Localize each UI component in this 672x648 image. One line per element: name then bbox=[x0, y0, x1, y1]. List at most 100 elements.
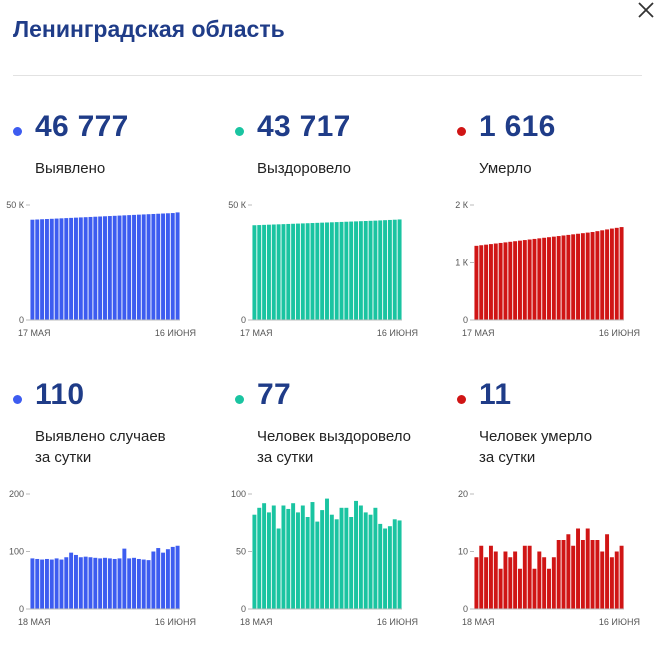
bar bbox=[98, 558, 103, 609]
chart-detected: 0 50 К 17 МАЯ 16 ИЮНЯ bbox=[0, 195, 210, 345]
bar bbox=[576, 233, 580, 320]
bar bbox=[175, 545, 180, 609]
bar bbox=[556, 236, 561, 320]
bar bbox=[262, 503, 267, 609]
x-tick-label-start: 17 МАЯ bbox=[18, 328, 51, 338]
bar bbox=[262, 224, 267, 320]
chart-svg: 0 50 К 17 МАЯ 16 ИЮНЯ bbox=[228, 200, 418, 338]
bar bbox=[44, 558, 49, 609]
bar bbox=[498, 242, 503, 320]
bar bbox=[112, 558, 117, 609]
x-tick-label-start: 18 МАЯ bbox=[240, 617, 273, 627]
x-tick-label-end: 16 ИЮНЯ bbox=[377, 328, 418, 338]
close-icon[interactable] bbox=[636, 0, 656, 20]
bar bbox=[165, 549, 170, 609]
bar bbox=[378, 523, 383, 609]
bar bbox=[561, 235, 566, 320]
bar bbox=[30, 558, 35, 609]
bar bbox=[83, 556, 88, 609]
series-dot bbox=[235, 395, 244, 404]
bar bbox=[493, 243, 498, 320]
bar bbox=[271, 505, 276, 609]
bar bbox=[112, 215, 117, 320]
stat-value: 11 bbox=[479, 378, 512, 411]
stat-label-line: Выздоровело bbox=[257, 160, 352, 177]
chart-recovered-daily: 0 50 100 18 МАЯ 16 ИЮНЯ bbox=[222, 484, 432, 634]
bar bbox=[556, 540, 561, 609]
y-tick-label: 20 bbox=[458, 489, 468, 499]
bar bbox=[329, 514, 334, 609]
bar bbox=[122, 215, 127, 320]
y-tick-label: 200 bbox=[9, 489, 24, 499]
bar bbox=[614, 551, 619, 609]
bar bbox=[257, 507, 262, 609]
stat-panel-died-daily: 11 Человек умерло за сутки bbox=[457, 378, 667, 466]
stat-value: 110 bbox=[35, 378, 85, 411]
bar bbox=[257, 225, 262, 320]
bar bbox=[286, 508, 291, 609]
x-tick-label-end: 16 ИЮНЯ bbox=[599, 328, 640, 338]
y-tick-label: 2 К bbox=[455, 200, 469, 210]
y-tick-label: 0 bbox=[463, 315, 468, 325]
stat-label-line: Умерло bbox=[479, 160, 532, 177]
bar bbox=[161, 552, 166, 609]
bar bbox=[98, 216, 103, 320]
bar bbox=[503, 551, 508, 609]
bar bbox=[69, 552, 74, 609]
bar bbox=[30, 219, 35, 320]
bar bbox=[291, 223, 296, 320]
bar bbox=[605, 229, 610, 320]
bar bbox=[508, 557, 513, 609]
bar bbox=[595, 540, 600, 609]
chart-svg: 0 10 20 18 МАЯ 16 ИЮНЯ bbox=[458, 489, 640, 627]
bar bbox=[276, 528, 281, 609]
bar bbox=[74, 554, 78, 609]
bar bbox=[513, 241, 518, 320]
bar bbox=[320, 222, 325, 320]
bar bbox=[387, 219, 392, 320]
bar bbox=[151, 213, 156, 320]
bar bbox=[518, 240, 522, 320]
bar bbox=[513, 551, 518, 609]
y-tick-label: 0 bbox=[241, 315, 246, 325]
stat-label: Выявлено случаев за сутки bbox=[35, 426, 166, 468]
y-tick-label: 0 bbox=[19, 315, 24, 325]
bar bbox=[585, 528, 590, 609]
bar bbox=[93, 216, 98, 320]
bar bbox=[609, 228, 614, 320]
bar bbox=[488, 244, 493, 320]
bar bbox=[383, 220, 388, 320]
bar bbox=[349, 221, 354, 320]
series-dot bbox=[13, 395, 22, 404]
bar bbox=[551, 557, 556, 609]
bar bbox=[532, 238, 537, 320]
bar bbox=[93, 557, 98, 609]
bar bbox=[571, 545, 576, 609]
bar bbox=[156, 213, 161, 320]
bar bbox=[266, 512, 271, 609]
stat-label-line: Человек умерло bbox=[479, 428, 593, 445]
bar bbox=[281, 505, 286, 609]
bar bbox=[518, 568, 522, 609]
series-dot bbox=[235, 127, 244, 136]
stat-value: 1 616 bbox=[479, 110, 556, 143]
bar bbox=[354, 221, 358, 320]
bar bbox=[252, 225, 257, 320]
bar bbox=[300, 505, 305, 609]
bar bbox=[103, 216, 107, 320]
bar bbox=[334, 222, 339, 320]
bar bbox=[392, 219, 397, 320]
bar bbox=[561, 540, 566, 609]
bar bbox=[547, 568, 551, 609]
y-tick-label: 0 bbox=[463, 604, 468, 614]
bar bbox=[344, 221, 349, 320]
bar bbox=[141, 214, 146, 320]
x-tick-label-start: 17 МАЯ bbox=[462, 328, 495, 338]
bar bbox=[542, 237, 547, 320]
page-title: Ленинградская область bbox=[13, 16, 285, 42]
stat-label-line: Выявлено случаев bbox=[35, 428, 166, 445]
bar bbox=[156, 548, 161, 609]
bar bbox=[175, 212, 180, 320]
bar bbox=[315, 222, 320, 320]
bar bbox=[619, 545, 624, 609]
